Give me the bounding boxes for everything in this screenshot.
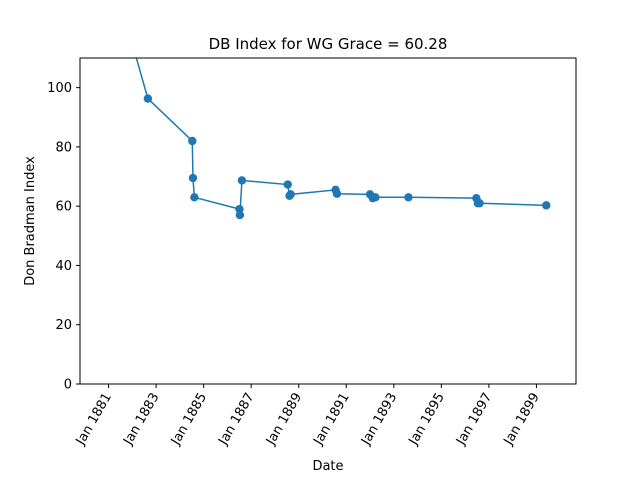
data-point-3	[188, 173, 198, 183]
axes-frame	[79, 57, 577, 385]
y-tick-label-5: 100	[47, 81, 72, 96]
data-point-10	[286, 190, 295, 199]
data-point-7	[237, 176, 247, 185]
data-point-1	[143, 94, 153, 103]
y-tick-label-3: 60	[55, 200, 72, 215]
y-axis: 0 20 40 60 80 100	[47, 81, 80, 393]
data-point-4	[190, 193, 199, 202]
data-point-8	[283, 180, 292, 189]
plot-area	[79, 57, 577, 385]
series-layer	[135, 58, 551, 220]
data-point-20	[542, 201, 551, 210]
x-axis-label: Date	[312, 459, 343, 474]
data-point-2	[188, 136, 197, 146]
data-point-12	[332, 189, 342, 198]
data-point-16	[404, 193, 413, 202]
y-tick-label-1: 20	[55, 318, 72, 333]
y-axis-label: Don Bradman Index	[23, 156, 38, 286]
y-tick-label-0: 0	[64, 378, 72, 393]
data-point-19	[475, 199, 484, 208]
y-tick-label-4: 80	[55, 140, 72, 155]
y-tick-label-2: 40	[55, 259, 72, 274]
data-point-6	[235, 210, 245, 220]
data-point-15	[371, 193, 380, 202]
chart-title: DB Index for WG Grace = 60.28	[209, 35, 448, 53]
